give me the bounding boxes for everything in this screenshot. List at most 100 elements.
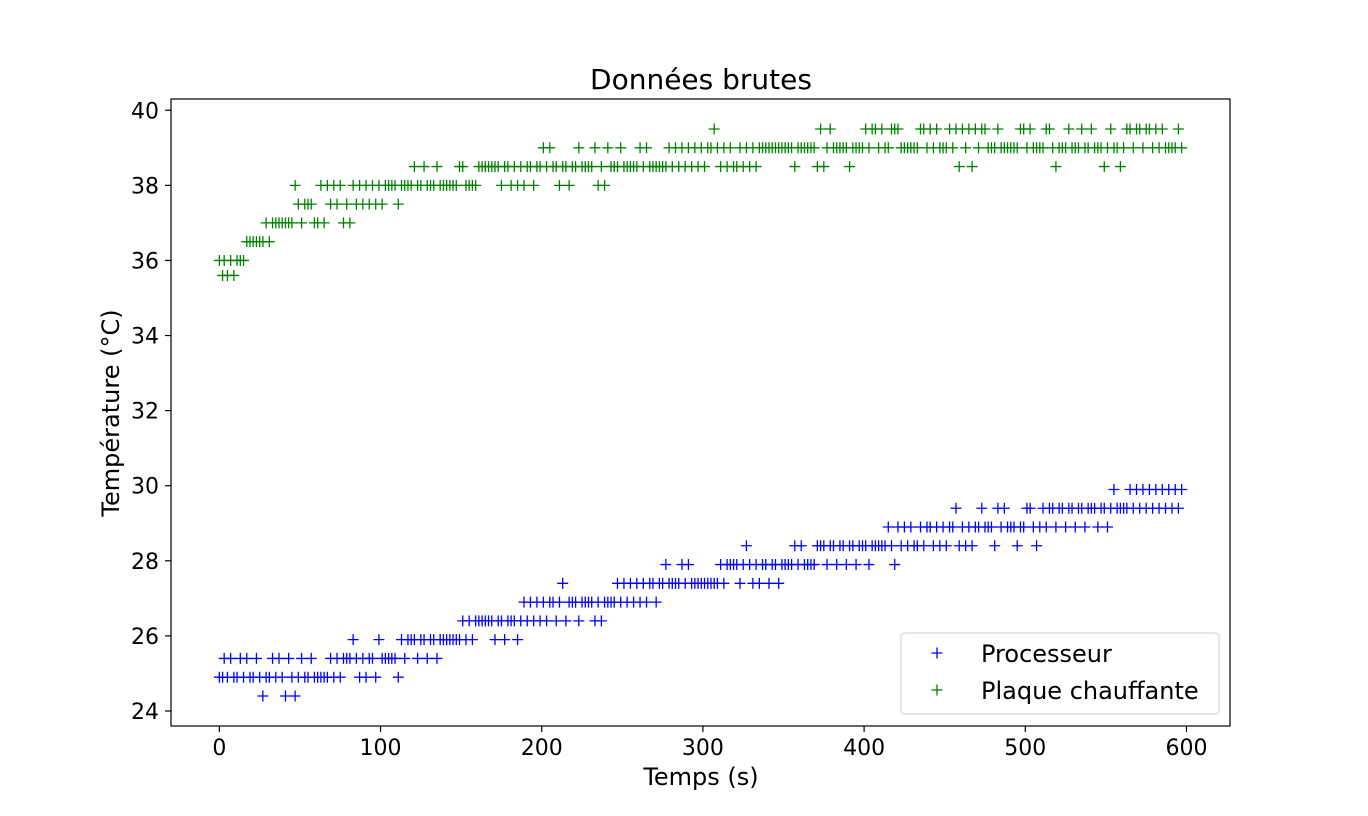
data-point [1018, 521, 1030, 533]
data-point [418, 161, 430, 173]
data-point [489, 634, 501, 646]
data-point [450, 179, 462, 191]
data-point [1172, 502, 1184, 514]
data-point [1060, 521, 1072, 533]
data-point [573, 615, 585, 627]
data-point [431, 161, 443, 173]
legend-label-plaque-chauffante: Plaque chauffante [981, 677, 1199, 705]
legend-marker-symbol [931, 647, 943, 659]
series-0 [213, 483, 1188, 702]
data-point [334, 179, 346, 191]
data-point [599, 179, 611, 191]
data-point [985, 521, 997, 533]
y-axis-label: Température (°C) [97, 309, 125, 517]
data-point [1076, 123, 1088, 135]
y-tick-label: 28 [131, 550, 159, 575]
data-point [1118, 142, 1130, 154]
data-point [753, 577, 765, 589]
legend-marker-plaque-chauffante [931, 684, 943, 696]
data-point [889, 559, 901, 571]
data-point [1176, 142, 1188, 154]
data-point [763, 577, 775, 589]
data-point [953, 161, 965, 173]
data-point [238, 254, 250, 266]
data-point [241, 652, 253, 664]
data-point [641, 142, 653, 154]
data-point [1043, 123, 1055, 135]
data-point [734, 577, 746, 589]
data-point [650, 596, 662, 608]
data-point [553, 179, 565, 191]
data-point [457, 161, 469, 173]
data-point [808, 142, 820, 154]
data-point [940, 540, 952, 552]
data-point [740, 540, 752, 552]
data-point [1011, 142, 1023, 154]
data-point [518, 179, 530, 191]
data-point [840, 559, 852, 571]
data-point [225, 652, 237, 664]
chart-title: Données brutes [590, 63, 812, 96]
data-point [1137, 142, 1149, 154]
plot-area [170, 98, 1231, 727]
data-point [724, 142, 736, 154]
data-point [286, 217, 298, 229]
data-point [905, 521, 917, 533]
data-point [341, 198, 353, 210]
data-point [966, 161, 978, 173]
x-tick-label: 300 [682, 736, 724, 761]
data-point [821, 559, 833, 571]
data-point [602, 142, 614, 154]
data-point [586, 161, 598, 173]
data-point [708, 123, 720, 135]
data-point [399, 652, 411, 664]
data-point [557, 577, 569, 589]
data-point [773, 577, 785, 589]
points-layer [213, 123, 1188, 702]
data-point [263, 236, 275, 248]
data-point [1102, 521, 1113, 533]
data-point [1114, 161, 1126, 173]
x-tick-label: 0 [212, 736, 226, 761]
data-point [718, 577, 730, 589]
data-point [966, 540, 978, 552]
data-point [911, 142, 923, 154]
legend: Processeur Plaque chauffante [900, 632, 1220, 715]
y-tick-label: 36 [131, 249, 159, 274]
data-point [495, 179, 507, 191]
data-point [360, 671, 372, 683]
data-point [660, 559, 672, 571]
data-point [370, 671, 382, 683]
data-point [563, 179, 575, 191]
data-point [1063, 123, 1075, 135]
data-point [1098, 161, 1110, 173]
data-point [376, 198, 388, 210]
data-point [824, 123, 836, 135]
x-tick-label: 600 [1165, 736, 1207, 761]
data-point [1085, 123, 1097, 135]
data-point [876, 123, 888, 135]
data-point [276, 671, 288, 683]
data-point [389, 652, 401, 664]
x-tick-label: 200 [521, 736, 563, 761]
data-point [615, 142, 627, 154]
x-tick-label: 100 [360, 736, 402, 761]
data-point [989, 540, 1001, 552]
data-point [850, 559, 862, 571]
data-point [366, 652, 378, 664]
data-point [279, 690, 291, 702]
data-point [1050, 521, 1062, 533]
plot-frame [170, 98, 1231, 727]
data-point [947, 521, 959, 533]
data-point [289, 690, 301, 702]
data-point [257, 690, 269, 702]
data-point [499, 634, 511, 646]
series-1 [213, 123, 1188, 281]
y-tick-label: 34 [131, 325, 159, 350]
data-point [560, 615, 572, 627]
data-point [595, 161, 607, 173]
data-point [466, 634, 478, 646]
data-point [431, 652, 443, 664]
legend-marker-symbol [931, 684, 943, 696]
y-tick-label: 40 [131, 99, 159, 124]
